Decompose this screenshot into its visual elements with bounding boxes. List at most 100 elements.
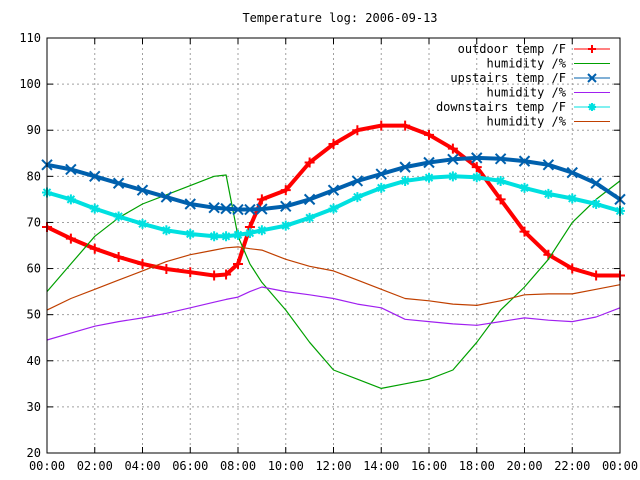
x-tick-label: 20:00 <box>506 459 542 473</box>
data-point <box>519 226 530 237</box>
legend-marker <box>587 73 597 83</box>
data-point <box>424 172 434 183</box>
x-tick-label: 16:00 <box>411 459 447 473</box>
data-point <box>137 258 148 269</box>
series-line <box>46 246 621 311</box>
data-point <box>65 194 76 205</box>
data-point <box>221 231 232 242</box>
data-point <box>328 203 339 214</box>
data-point <box>351 175 364 187</box>
data-point <box>471 162 482 173</box>
data-point <box>471 152 483 164</box>
x-tick-label: 14:00 <box>363 459 399 473</box>
x-tick-label: 00:00 <box>29 459 65 473</box>
y-tick-label: 100 <box>19 77 41 91</box>
data-point <box>591 270 602 281</box>
x-tick-label: 02:00 <box>77 459 113 473</box>
legend-label: humidity /% <box>487 86 567 100</box>
y-tick-label: 80 <box>27 169 41 183</box>
legend-label: upstairs temp /F <box>450 71 566 85</box>
series-2 <box>46 174 621 389</box>
legend-label: downstairs temp /F <box>436 100 566 114</box>
data-point <box>185 228 196 239</box>
x-tick-label: 06:00 <box>172 459 208 473</box>
data-point <box>567 193 578 204</box>
data-point <box>352 192 363 203</box>
y-tick-label: 40 <box>27 354 41 368</box>
data-point <box>89 203 100 214</box>
data-point <box>232 203 244 216</box>
data-point <box>400 120 411 131</box>
data-point <box>280 200 292 213</box>
data-point <box>376 120 387 131</box>
data-point <box>424 129 434 140</box>
data-point <box>233 229 243 240</box>
x-tick-label: 22:00 <box>554 459 590 473</box>
data-point <box>160 191 173 203</box>
data-point <box>423 156 435 169</box>
data-point <box>185 267 196 278</box>
data-point <box>494 153 507 165</box>
legend-marker <box>588 45 596 53</box>
axes: 20 30 40 50 60 70 80 90 100 110 00:00 02:00 04:00 06:… <box>19 31 638 473</box>
x-tick-label: 10:00 <box>268 459 304 473</box>
data-point <box>304 157 315 168</box>
series-5 <box>42 171 625 242</box>
data-point <box>209 231 220 242</box>
chart-title: Temperature log: 2006-09-13 <box>242 11 437 25</box>
series-4 <box>46 286 621 341</box>
data-point <box>399 161 411 173</box>
data-point <box>400 175 411 186</box>
data-point <box>233 258 243 269</box>
data-point <box>113 211 124 222</box>
data-point <box>352 125 363 136</box>
series-1 <box>42 120 625 281</box>
y-tick-label: 60 <box>27 262 41 276</box>
data-point <box>590 177 602 189</box>
data-point <box>375 168 387 180</box>
data-point <box>244 203 256 216</box>
series-6 <box>46 246 621 311</box>
data-point <box>447 171 458 182</box>
series-line <box>46 174 621 389</box>
series-line <box>46 286 621 341</box>
legend-label: outdoor temp /F <box>458 42 566 56</box>
legend-entry: downstairs temp /F <box>436 100 610 114</box>
data-point <box>184 198 196 210</box>
y-tick-label: 20 <box>27 446 41 460</box>
legend-label: humidity /% <box>487 115 567 129</box>
y-tick-label: 110 <box>19 31 41 45</box>
data-point <box>65 233 76 244</box>
legend-entry: humidity /% <box>487 115 610 129</box>
data-point <box>376 182 387 193</box>
y-tick-label: 50 <box>27 308 41 322</box>
data-point <box>112 177 125 189</box>
data-point <box>136 184 149 196</box>
data-point <box>447 143 458 154</box>
x-tick-label: 18:00 <box>459 459 495 473</box>
legend-entry: outdoor temp /F <box>458 42 610 56</box>
x-tick-label: 08:00 <box>220 459 256 473</box>
data-point <box>161 264 172 275</box>
data-point <box>113 252 124 263</box>
data-point <box>567 263 578 274</box>
data-point <box>447 153 459 165</box>
data-point <box>137 218 148 229</box>
data-point <box>543 188 554 199</box>
data-point <box>256 203 268 215</box>
legend-marker <box>588 103 596 111</box>
data-point <box>518 155 531 167</box>
data-point <box>220 202 232 215</box>
x-tick-label: 12:00 <box>315 459 351 473</box>
x-tick-label: 04:00 <box>124 459 160 473</box>
data-point <box>65 163 77 176</box>
data-point <box>328 139 339 150</box>
x-tick-label: 00:00 <box>602 459 638 473</box>
data-point <box>566 166 578 179</box>
data-point <box>495 175 506 186</box>
data-point <box>304 212 315 223</box>
legend-entry: upstairs temp /F <box>450 71 610 85</box>
legend-label: humidity /% <box>487 57 567 71</box>
